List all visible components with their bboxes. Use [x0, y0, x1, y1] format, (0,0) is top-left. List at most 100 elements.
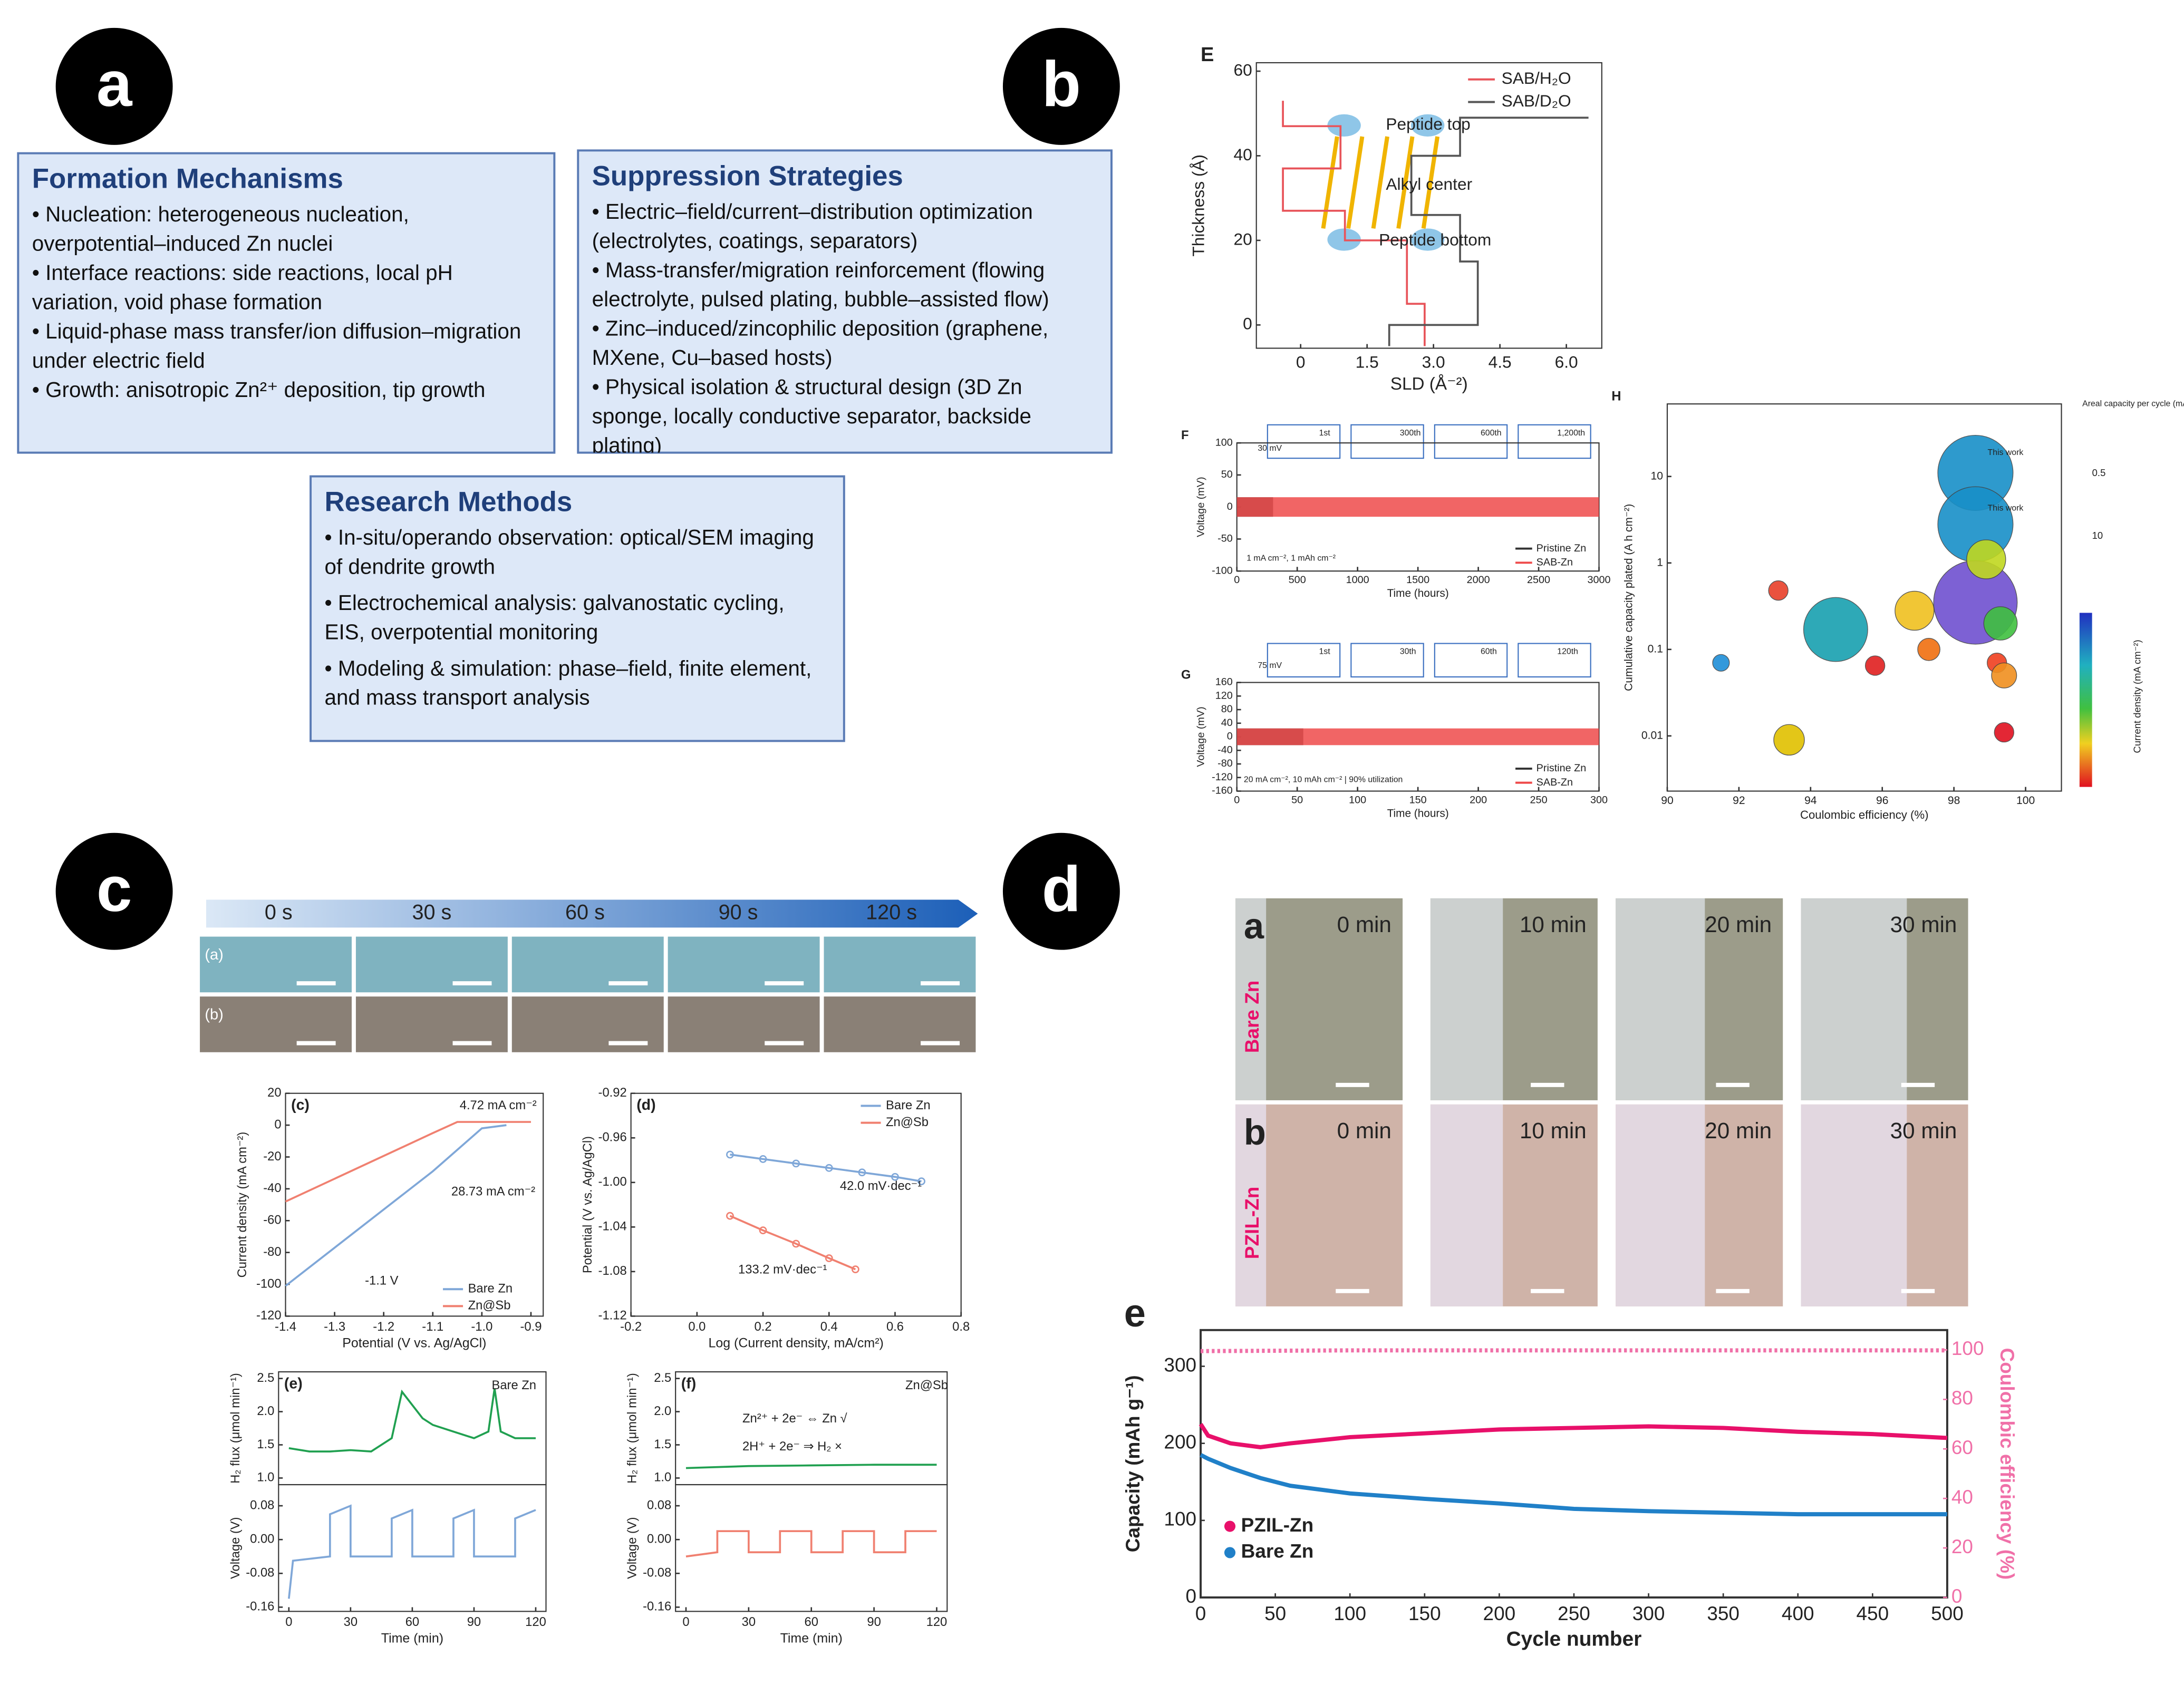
box-item: • Interface reactions: side reactions, l…: [32, 262, 453, 315]
bubble: [1991, 662, 2017, 689]
y-tick-label: 10: [1651, 470, 1664, 482]
x-tick-label: 90: [867, 1615, 881, 1629]
x-tick-label: 3.0: [1422, 352, 1445, 371]
y-tick-label: 0: [1227, 501, 1233, 512]
series-line: [285, 1121, 531, 1203]
time-label: 30 min: [1890, 1118, 1957, 1143]
time-label: 0 s: [265, 900, 293, 924]
legend-swatch: [1224, 1547, 1236, 1558]
x-tick-label: 120: [926, 1615, 948, 1629]
x-tick-label: 0: [1234, 574, 1240, 586]
time-label: 20 min: [1705, 1118, 1772, 1143]
x-axis-label: Log (Current density, mA/cm²): [708, 1335, 883, 1350]
bubble: [1864, 655, 1886, 676]
time-label: 90 s: [719, 900, 758, 924]
y2-tick-label: 80: [1951, 1387, 1973, 1409]
annotation: Current density (mA cm⁻²): [2132, 640, 2143, 753]
y-tick-label: -160: [1212, 785, 1233, 797]
time-label: 30 min: [1890, 912, 1957, 937]
series-line: [288, 1388, 536, 1452]
annotation: -1.1 V: [365, 1274, 399, 1288]
annotation: 30 mV: [1258, 444, 1282, 453]
y-tick-label: -100: [1212, 565, 1233, 576]
y-tick-label: 40: [1221, 717, 1233, 729]
x-tick-label: 50: [1291, 795, 1303, 806]
y-tick-label: 2.0: [654, 1404, 671, 1418]
y-tick-label: -120: [1212, 771, 1233, 783]
x-tick-label: 50: [1264, 1603, 1286, 1624]
legend-label: Pristine Zn: [1536, 543, 1587, 554]
y-tick-label: -0.16: [246, 1600, 274, 1614]
x-tick-label: 200: [1470, 795, 1487, 806]
x-axis-label: Potential (V vs. Ag/AgCl): [342, 1335, 486, 1350]
x-tick-label: 0: [682, 1615, 689, 1629]
y-axis-label: Current density (mA cm⁻²): [235, 1132, 249, 1278]
peptide-icon: [1410, 114, 1445, 137]
y-tick-label: 160: [1215, 676, 1233, 688]
x-tick-label: 2000: [1467, 574, 1490, 586]
row-label: a: [1244, 906, 1264, 946]
plot-label: E: [1201, 44, 1214, 66]
x-tick-label: 60: [405, 1615, 419, 1629]
y-tick-label: 0: [1186, 1585, 1197, 1607]
y-tick-label: 100: [1215, 437, 1233, 448]
y-tick-label: -20: [263, 1149, 281, 1164]
y-tick-label: 60: [1234, 60, 1252, 79]
y-tick-label: -60: [263, 1213, 281, 1227]
x-tick-label: 0.0: [688, 1320, 706, 1334]
annotation: 133.2 mV·dec⁻¹: [738, 1263, 827, 1277]
annotation: 0.5: [2092, 467, 2106, 478]
plot-label: (f): [681, 1375, 697, 1392]
series-line: [729, 1215, 856, 1271]
x-axis-label: SLD (Å⁻²): [1390, 374, 1468, 394]
x-axis-label: Time (hours): [1387, 808, 1449, 820]
plot-label: G: [1181, 668, 1191, 682]
bubble: [1803, 597, 1868, 662]
series-marker: [792, 1159, 800, 1168]
x-tick-label: -0.2: [620, 1320, 642, 1334]
x-tick-label: 30: [742, 1615, 756, 1629]
bubble: [1966, 539, 2006, 579]
annotation: 75 mV: [1258, 661, 1282, 670]
y-tick-label: 0.00: [647, 1532, 671, 1546]
x-tick-label: 92: [1733, 795, 1745, 807]
y-axis-label: H₂ flux (μmol min⁻¹): [228, 1373, 243, 1484]
y-tick-label: 0.01: [1641, 729, 1663, 741]
annotation: 1st: [1319, 647, 1331, 656]
series-marker: [891, 1173, 899, 1181]
annotation: This work: [1988, 503, 2024, 512]
x-tick-label: 350: [1707, 1603, 1740, 1624]
series-line: [1388, 117, 1589, 346]
y-tick-label: -40: [263, 1181, 281, 1195]
y-tick-label: -120: [256, 1309, 282, 1323]
x-tick-label: -0.9: [520, 1320, 542, 1334]
y-tick-label: -80: [263, 1245, 281, 1259]
legend-swatch: [1224, 1520, 1236, 1532]
y-tick-label: 1: [1657, 556, 1663, 568]
text-box-content: Suppression Strategies • Electric–field/c…: [578, 150, 1112, 453]
x-tick-label: 60: [805, 1615, 818, 1629]
inset-frames: [1267, 424, 1591, 677]
electrode-edge: [1616, 898, 1705, 1100]
y-tick-label: 0.08: [647, 1498, 671, 1512]
y-tick-label: 120: [1215, 690, 1233, 701]
peptide-icon: [1410, 228, 1445, 251]
y-tick-label: 1.0: [654, 1470, 671, 1485]
y-tick-label: 2.0: [257, 1404, 274, 1418]
y-tick-label: -80: [1217, 758, 1233, 769]
series-line: [1200, 1453, 1947, 1517]
annotation: 30th: [1400, 647, 1416, 656]
x-tick-label: 200: [1483, 1603, 1516, 1624]
y-tick-label: 20: [267, 1086, 281, 1100]
box-title: Suppression Strategies: [592, 161, 903, 192]
annotation: 1st: [1319, 429, 1331, 438]
x-tick-label: 400: [1782, 1603, 1814, 1624]
text-box-body: Suppression Strategies • Electric–field/c…: [578, 150, 1112, 453]
x-axis-label: Time (min): [780, 1631, 843, 1645]
y-tick-label: 1.0: [257, 1470, 274, 1485]
electrode-edge: [1430, 898, 1503, 1100]
x-tick-label: 250: [1530, 795, 1548, 806]
plot-frame: [630, 1092, 962, 1317]
x-tick-label: 0: [1234, 795, 1240, 806]
x-tick-label: 1.5: [1356, 352, 1379, 371]
